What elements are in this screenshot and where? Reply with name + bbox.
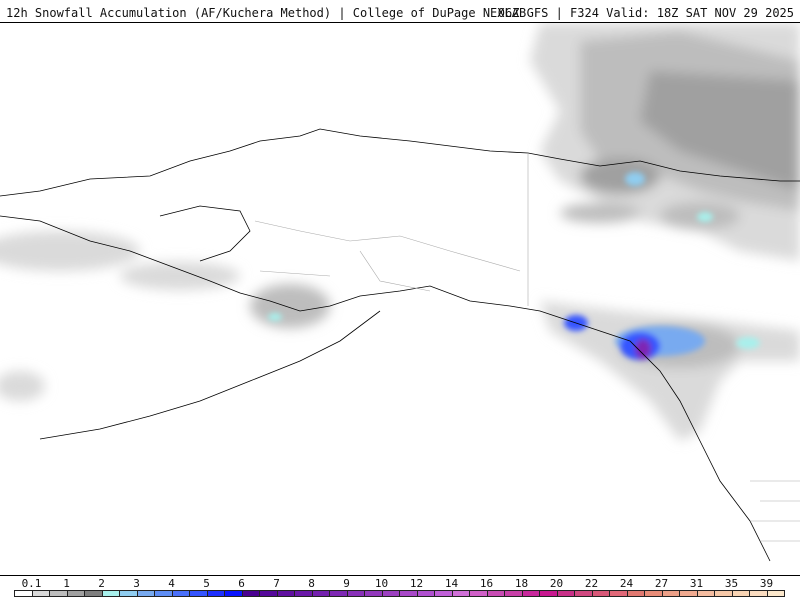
colorbar-swatch	[346, 590, 365, 597]
colorbar-swatch	[416, 590, 435, 597]
colorbar-swatch	[486, 590, 505, 597]
colorbar-label: 39	[759, 577, 774, 590]
colorbar-swatch	[556, 590, 575, 597]
colorbar-swatch	[434, 590, 453, 597]
colorbar-label: 14	[444, 577, 459, 590]
colorbar-swatch	[539, 590, 558, 597]
colorbar-swatch	[276, 590, 295, 597]
colorbar-swatch	[49, 590, 68, 597]
colorbar-label: 4	[168, 577, 175, 590]
colorbar-swatch	[749, 590, 768, 597]
colorbar-swatch	[101, 590, 120, 597]
colorbar-swatch	[696, 590, 715, 597]
colorbar-swatch	[224, 590, 243, 597]
colorbar-swatch	[714, 590, 733, 597]
colorbar-swatch	[364, 590, 383, 597]
colorbar-swatch	[399, 590, 418, 597]
colorbar-swatch	[451, 590, 470, 597]
colorbar-swatch	[679, 590, 698, 597]
colorbar-label: 3	[133, 577, 140, 590]
colorbar-swatch	[626, 590, 645, 597]
colorbar-swatch	[381, 590, 400, 597]
borders	[254, 153, 800, 542]
colorbar-label: 31	[689, 577, 704, 590]
colorbar-swatch	[661, 590, 680, 597]
coastlines	[0, 128, 800, 562]
colorbar-swatch	[84, 590, 103, 597]
colorbar-label: 18	[514, 577, 529, 590]
colorbar-label: 8	[308, 577, 315, 590]
colorbar-label: 7	[273, 577, 280, 590]
colorbar-label: 22	[584, 577, 599, 590]
colorbar-legend: 0.1 1 2 3 4 5 6 7 8 9 10 12 14 16 18 20 22 24 27 31 35 39	[0, 576, 800, 600]
colorbar-swatch	[574, 590, 593, 597]
colorbar-swatch	[591, 590, 610, 597]
colorbar-swatch	[311, 590, 330, 597]
snowfall-shading	[0, 23, 800, 441]
run-info: 06Z GFS | F324 Valid: 18Z SAT NOV 29 202…	[497, 6, 794, 20]
colorbar-label: 2	[98, 577, 105, 590]
colorbar-swatch	[241, 590, 260, 597]
colorbar-swatch	[644, 590, 663, 597]
colorbar-label: 12	[409, 577, 424, 590]
colorbar-swatch	[469, 590, 488, 597]
colorbar-swatch	[119, 590, 138, 597]
colorbar-swatch	[731, 590, 750, 597]
colorbar-label: 16	[479, 577, 494, 590]
colorbar-swatch	[14, 590, 33, 597]
map-title: 12h Snowfall Accumulation (AF/Kuchera Me…	[6, 6, 527, 20]
map-canvas	[0, 23, 800, 562]
colorbar-swatch	[294, 590, 313, 597]
colorbar-swatch	[189, 590, 208, 597]
colorbar-swatch	[136, 590, 155, 597]
colorbar-label: 9	[343, 577, 350, 590]
colorbar-swatch	[66, 590, 85, 597]
colorbar-label: 20	[549, 577, 564, 590]
colorbar-swatch	[154, 590, 173, 597]
colorbar-swatch	[171, 590, 190, 597]
colorbar-swatch	[609, 590, 628, 597]
colorbar-swatch	[259, 590, 278, 597]
colorbar-swatch	[504, 590, 523, 597]
colorbar-swatch	[329, 590, 348, 597]
colorbar-label: 6	[238, 577, 245, 590]
colorbar-swatch	[206, 590, 225, 597]
colorbar-swatch	[31, 590, 50, 597]
colorbar-label: 5	[203, 577, 210, 590]
colorbar-label: 1	[63, 577, 70, 590]
colorbar-label: 24	[619, 577, 634, 590]
colorbar-label: 10	[374, 577, 389, 590]
colorbar-label: 0.1	[21, 577, 42, 590]
colorbar-swatch	[766, 590, 785, 597]
snowfall-map	[0, 22, 800, 576]
colorbar-label: 35	[724, 577, 739, 590]
colorbar-label: 27	[654, 577, 669, 590]
colorbar-swatch	[521, 590, 540, 597]
